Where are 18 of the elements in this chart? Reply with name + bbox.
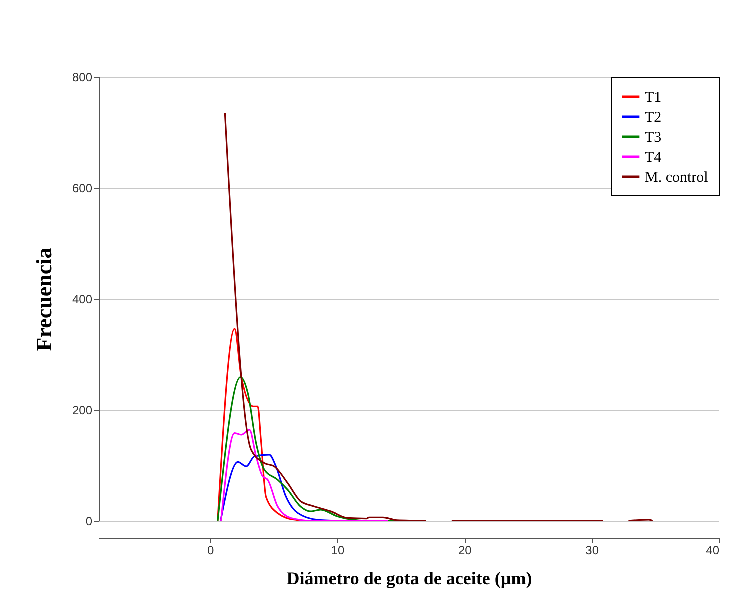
y-axis-title: Frecuencia bbox=[31, 248, 56, 352]
y-tick-label: 200 bbox=[72, 404, 93, 418]
legend-label: T4 bbox=[645, 150, 662, 166]
x-tick-label: 20 bbox=[458, 544, 472, 558]
y-tick-label: 0 bbox=[86, 514, 93, 528]
x-tick-label: 40 bbox=[706, 544, 720, 558]
y-tick-label: 800 bbox=[72, 70, 93, 84]
y-tick-label: 400 bbox=[72, 292, 93, 306]
legend-label: T1 bbox=[645, 90, 662, 106]
y-tick-label: 600 bbox=[72, 182, 93, 196]
x-axis-title: Diámetro de gota de aceite (µm) bbox=[286, 568, 532, 588]
legend-label: T3 bbox=[645, 130, 662, 146]
line-series bbox=[220, 429, 390, 521]
x-tick-label: 30 bbox=[586, 544, 600, 558]
x-tick-label: 10 bbox=[331, 544, 345, 558]
x-tick-label: 0 bbox=[207, 544, 214, 558]
legend-label: M. control bbox=[645, 170, 708, 186]
legend-label: T2 bbox=[645, 110, 662, 126]
